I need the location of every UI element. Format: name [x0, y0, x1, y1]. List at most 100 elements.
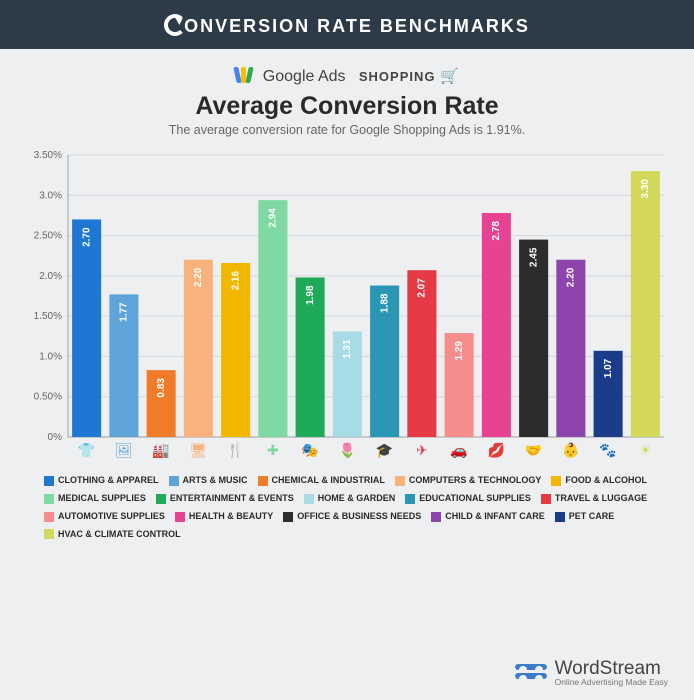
legend-swatch — [44, 494, 54, 504]
chart-title: Average Conversion Rate — [0, 92, 694, 121]
bar-value-label: 2.70 — [81, 227, 92, 247]
bar — [631, 171, 660, 437]
cart-icon: 🛒 — [440, 68, 459, 85]
legend-label: COMPUTERS & TECHNOLOGY — [409, 473, 542, 488]
category-icon: 🎭 — [301, 442, 318, 458]
legend-item: ARTS & MUSIC — [169, 473, 248, 488]
legend-swatch — [551, 476, 561, 486]
bar-value-label: 3.30 — [640, 179, 651, 199]
title-banner: ONVERSION RATE BENCHMARKS — [0, 0, 694, 49]
legend-item: COMPUTERS & TECHNOLOGY — [395, 473, 542, 488]
category-icon: 💋 — [488, 442, 505, 459]
bar-value-label: 1.77 — [119, 302, 130, 322]
legend-swatch — [44, 512, 54, 522]
legend-label: HEALTH & BEAUTY — [189, 509, 273, 524]
bar-value-label: 1.31 — [342, 339, 353, 359]
bar — [72, 219, 101, 437]
bar-value-label: 1.07 — [603, 358, 614, 378]
legend-swatch — [555, 512, 565, 522]
legend-swatch — [541, 494, 551, 504]
legend-item: HEALTH & BEAUTY — [175, 509, 273, 524]
legend-swatch — [44, 529, 54, 539]
bar-value-label: 1.98 — [305, 285, 316, 305]
legend-label: TRAVEL & LUGGAGE — [555, 491, 647, 506]
bar-value-label: 0.83 — [156, 378, 167, 398]
legend-label: HVAC & CLIMATE CONTROL — [58, 527, 181, 542]
legend-label: MEDICAL SUPPLIES — [58, 491, 146, 506]
source-row: Google Ads SHOPPING 🛒 — [0, 67, 694, 86]
footer: WordStream Online Advertising Made Easy — [515, 659, 668, 687]
bar — [482, 213, 511, 437]
legend-label: OFFICE & BUSINESS NEEDS — [297, 509, 421, 524]
svg-text:2.50%: 2.50% — [34, 231, 62, 242]
category-icon: 🍴 — [227, 442, 244, 459]
category-icon: 🖥 — [189, 442, 207, 458]
bar-value-label: 2.16 — [230, 271, 241, 291]
svg-text:0.50%: 0.50% — [34, 392, 62, 403]
legend-item: CHILD & INFANT CARE — [431, 509, 545, 524]
refresh-c-icon — [164, 14, 186, 36]
category-icon: ☀ — [639, 442, 652, 458]
category-icon: 👶 — [562, 442, 579, 459]
category-icon: 👕 — [78, 442, 95, 458]
legend-swatch — [44, 476, 54, 486]
legend-item: HVAC & CLIMATE CONTROL — [44, 527, 181, 542]
svg-text:3.0%: 3.0% — [39, 190, 62, 201]
google-ads-label: Google Ads — [263, 68, 346, 85]
bar-value-label: 2.78 — [491, 221, 502, 241]
category-icon: 🖼 — [115, 442, 133, 458]
legend-item: FOOD & ALCOHOL — [551, 473, 647, 488]
category-icon: ✈ — [416, 442, 428, 458]
legend-label: EDUCATIONAL SUPPLIES — [419, 491, 531, 506]
bar-value-label: 1.88 — [379, 293, 390, 313]
legend-swatch — [175, 512, 185, 522]
legend-item: OFFICE & BUSINESS NEEDS — [283, 509, 421, 524]
bar-value-label: 2.45 — [528, 247, 539, 267]
legend-swatch — [283, 512, 293, 522]
legend-item: CLOTHING & APPAREL — [44, 473, 159, 488]
category-icon: 🏭 — [152, 442, 169, 459]
bar-value-label: 2.94 — [268, 208, 279, 228]
footer-brand: WordStream — [555, 659, 668, 678]
legend-item: EDUCATIONAL SUPPLIES — [405, 491, 531, 506]
shopping-label: SHOPPING — [359, 69, 436, 84]
legend-swatch — [304, 494, 314, 504]
svg-text:1.0%: 1.0% — [39, 351, 62, 362]
legend-label: AUTOMOTIVE SUPPLIES — [58, 509, 165, 524]
category-icon: 🌷 — [339, 442, 356, 459]
legend-item: PET CARE — [555, 509, 615, 524]
wordstream-icon — [515, 662, 547, 682]
bar-value-label: 2.07 — [417, 278, 428, 298]
legend-label: ENTERTAINMENT & EVENTS — [170, 491, 294, 506]
legend-item: CHEMICAL & INDUSTRIAL — [258, 473, 385, 488]
legend-item: MEDICAL SUPPLIES — [44, 491, 146, 506]
legend-item: ENTERTAINMENT & EVENTS — [156, 491, 294, 506]
legend: CLOTHING & APPAREL ARTS & MUSIC CHEMICAL &… — [44, 473, 666, 545]
chart-container: 0%0.50%1.0%1.50%2.0%2.50%3.0%3.50%2.70👕1… — [24, 147, 670, 467]
legend-item: AUTOMOTIVE SUPPLIES — [44, 509, 165, 524]
legend-swatch — [169, 476, 179, 486]
bar-value-label: 1.29 — [454, 341, 465, 361]
legend-item: TRAVEL & LUGGAGE — [541, 491, 647, 506]
legend-label: ARTS & MUSIC — [183, 473, 248, 488]
legend-swatch — [395, 476, 405, 486]
legend-swatch — [156, 494, 166, 504]
svg-text:2.0%: 2.0% — [39, 271, 62, 282]
category-icon: 🐾 — [599, 442, 616, 459]
category-icon: 🤝 — [525, 442, 542, 458]
category-icon: 🚗 — [450, 442, 467, 459]
bar — [519, 240, 548, 437]
bar — [258, 200, 287, 437]
legend-swatch — [258, 476, 268, 486]
legend-label: FOOD & ALCOHOL — [565, 473, 647, 488]
category-icon: 🎓 — [376, 442, 393, 459]
legend-swatch — [405, 494, 415, 504]
category-icon: ✚ — [267, 442, 279, 458]
banner-text: ONVERSION RATE BENCHMARKS — [184, 16, 530, 36]
legend-label: CLOTHING & APPAREL — [58, 473, 159, 488]
legend-label: CHILD & INFANT CARE — [445, 509, 545, 524]
footer-tagline: Online Advertising Made Easy — [555, 678, 668, 687]
chart-subtitle: The average conversion rate for Google S… — [0, 123, 694, 137]
legend-label: PET CARE — [569, 509, 615, 524]
legend-label: CHEMICAL & INDUSTRIAL — [272, 473, 385, 488]
